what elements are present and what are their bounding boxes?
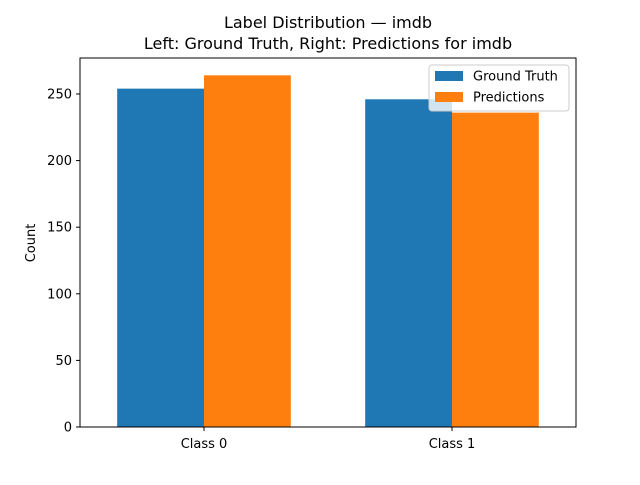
legend: Ground Truth Predictions [428, 64, 570, 112]
legend-label-0: Ground Truth [473, 70, 558, 85]
y-tick-label-50: 50 [55, 354, 72, 369]
y-tick-label-150: 150 [47, 221, 72, 236]
y-axis-label: Count [24, 224, 39, 263]
y-tick-label-100: 100 [47, 287, 72, 302]
x-tick-label-0: Class 0 [181, 437, 228, 452]
legend-label-1: Predictions [473, 91, 545, 106]
chart-title: Label Distribution — imdb [224, 13, 432, 32]
y-tick-label-0: 0 [64, 421, 72, 436]
legend-box [428, 64, 570, 112]
legend-swatch-0 [435, 71, 463, 81]
axes-layer: 0 50 100 150 200 250 Class 0 Class 1 [47, 57, 577, 452]
chart-subtitle: Left: Ground Truth, Right: Predictions f… [144, 34, 512, 53]
plot-frame [79, 57, 577, 428]
bar-predictions-0 [204, 75, 291, 427]
bar-predictions-1 [452, 112, 539, 428]
x-tick-label-1: Class 1 [429, 437, 476, 452]
legend-swatch-1 [435, 92, 463, 102]
y-tick-label-200: 200 [47, 154, 72, 169]
bar-ground-truth-1 [365, 99, 452, 428]
bars-layer [117, 75, 539, 428]
bar-ground-truth-0 [117, 88, 204, 428]
y-tick-label-250: 250 [47, 87, 72, 102]
